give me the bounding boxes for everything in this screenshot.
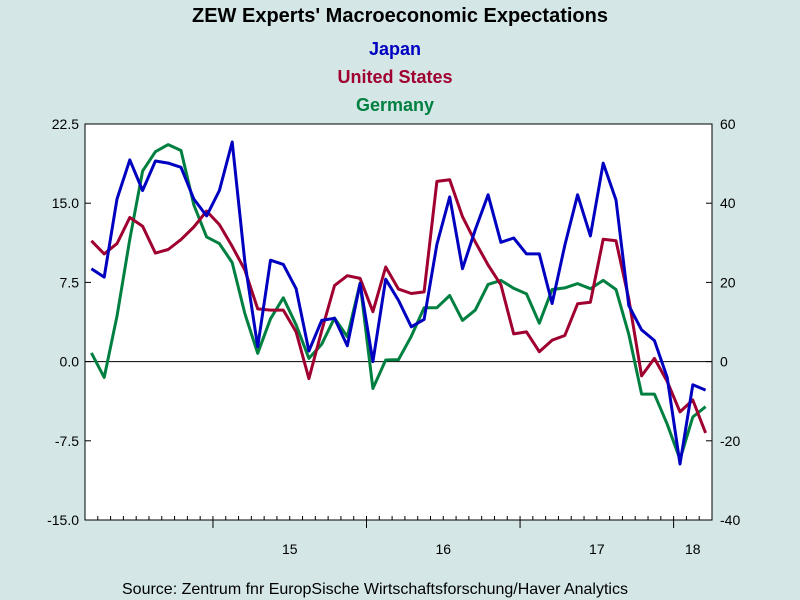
series-lines	[90, 140, 707, 466]
left-tick-label: 22.5	[52, 116, 79, 132]
legend-germany: Germany	[356, 95, 434, 115]
x-tick-label: 16	[435, 541, 451, 557]
left-tick-label: 0.0	[60, 354, 80, 370]
series-line-united-states	[90, 178, 707, 434]
right-tick-label: -40	[720, 512, 740, 528]
right-tick-label: 20	[720, 274, 736, 290]
x-tick-label: 18	[685, 541, 701, 557]
axis-labels: 22.5 15.0 7.5 0.0 -7.5 -15.0 60 40 20 0 -20 -40 15 16…	[47, 116, 740, 557]
source-note: Source: Zentrum fnr EuropSische Wirtscha…	[122, 581, 628, 598]
left-tick-label: 15.0	[52, 195, 79, 211]
legend-japan: Japan	[369, 39, 421, 59]
series-line-japan	[90, 140, 707, 466]
x-tick-label: 15	[282, 541, 298, 557]
x-tick-label: 17	[589, 541, 605, 557]
axis-ticks	[85, 123, 712, 528]
right-tick-label: 0	[720, 354, 728, 370]
right-tick-label: 40	[720, 195, 736, 211]
left-tick-label: 7.5	[60, 274, 80, 290]
plot-area	[84, 123, 713, 521]
right-tick-label: -20	[720, 433, 740, 449]
series-line-germany	[90, 143, 707, 461]
left-tick-label: -7.5	[55, 433, 79, 449]
left-tick-label: -15.0	[47, 512, 79, 528]
legend-united-states: United States	[337, 67, 452, 87]
right-tick-label: 60	[720, 116, 736, 132]
chart-title: ZEW Experts' Macroeconomic Expectations	[192, 5, 608, 27]
